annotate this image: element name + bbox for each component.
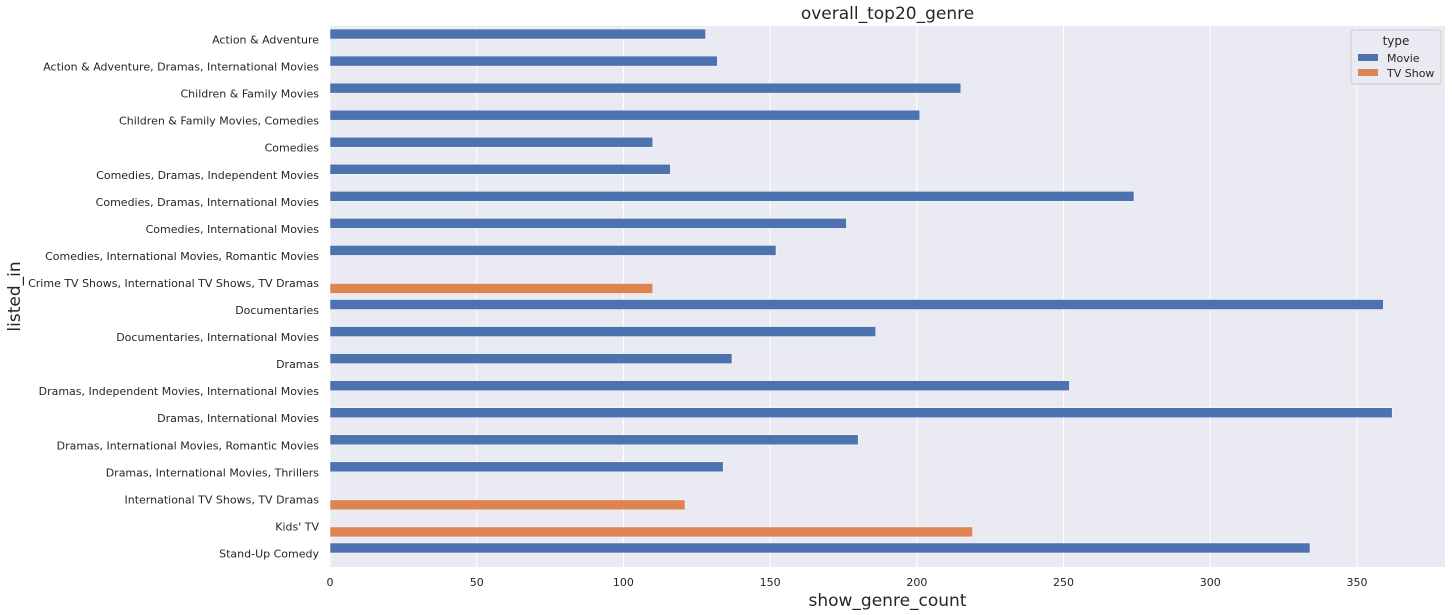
- legend-swatch-tv-show: [1358, 69, 1378, 76]
- bar-tv-show-international-tv-shows-tv-dramas: [329, 499, 686, 511]
- bar-movie-comedies-dramas-international-movies: [329, 191, 1135, 202]
- y-tick-label: Dramas, Independent Movies, Internationa…: [39, 385, 320, 398]
- bar-movie-comedies-international-movies: [329, 218, 847, 229]
- bar-movie-action-adventure: [329, 28, 706, 40]
- y-tick-label: Kids' TV: [275, 520, 319, 533]
- x-tick-label: 50: [470, 576, 484, 589]
- y-tick-label: Dramas, International Movies, Thrillers: [106, 466, 320, 479]
- bar-movie-dramas-international-movies-thrillers: [329, 461, 724, 473]
- bar-movie-action-adventure-dramas-international-movies: [329, 55, 718, 67]
- y-axis-label: listed_in: [5, 261, 25, 331]
- y-tick-label: Comedies, International Movies: [146, 223, 320, 236]
- y-tick-label: Dramas, International Movies: [157, 412, 319, 425]
- y-tick-label: Children & Family Movies, Comedies: [119, 115, 319, 128]
- bars: [329, 28, 1393, 554]
- y-tick-labels: Action & Adventure Action & Adventure, Dr…: [28, 34, 319, 561]
- bar-movie-comedies: [329, 136, 654, 148]
- bar-movie-children-family-movies: [329, 82, 962, 94]
- x-tick-label: 350: [1346, 576, 1367, 589]
- legend-label-tv-show: TV Show: [1386, 67, 1434, 80]
- bar-tv-show-kids-tv: [329, 526, 973, 538]
- x-tick-label: 200: [906, 576, 927, 589]
- legend: type Movie TV Show: [1350, 29, 1442, 85]
- legend-label-movie: Movie: [1387, 52, 1420, 65]
- x-tick-label: 150: [760, 576, 781, 589]
- bar-tv-show-crime-tv-shows-international-tv-shows-tv-dramas: [329, 283, 654, 294]
- bar-movie-dramas-independent-movies-international-movies: [329, 380, 1070, 391]
- y-tick-label: Comedies, International Movies, Romantic…: [45, 250, 319, 263]
- y-tick-label: Documentaries, International Movies: [116, 331, 319, 344]
- plot-area: [330, 26, 1445, 567]
- bar-movie-dramas-international-movies: [329, 407, 1393, 418]
- x-tick-label: 300: [1200, 576, 1221, 589]
- y-tick-label: Children & Family Movies: [180, 88, 319, 101]
- y-tick-label: Dramas, International Movies, Romantic M…: [57, 439, 320, 452]
- y-tick-label: Action & Adventure: [212, 34, 319, 47]
- chart-title: overall_top20_genre: [801, 4, 974, 24]
- y-tick-label: Dramas: [276, 358, 319, 371]
- bar-movie-children-family-movies-comedies: [329, 109, 921, 121]
- legend-title: type: [1383, 34, 1410, 48]
- bar-movie-comedies-dramas-independent-movies: [329, 164, 671, 175]
- x-axis-label: show_genre_count: [809, 591, 967, 611]
- y-tick-label: Comedies, Dramas, Independent Movies: [96, 169, 319, 182]
- bar-movie-comedies-international-movies-romantic-movies: [329, 245, 777, 256]
- y-tick-label: International TV Shows, TV Dramas: [124, 493, 319, 506]
- bar-movie-dramas: [329, 353, 733, 364]
- y-tick-label: Action & Adventure, Dramas, Internationa…: [43, 61, 319, 74]
- x-tick-label: 100: [613, 576, 634, 589]
- x-tick-label: 250: [1053, 576, 1074, 589]
- bar-movie-documentaries: [329, 299, 1384, 310]
- y-tick-label: Crime TV Shows, International TV Shows, …: [28, 277, 319, 290]
- y-tick-label: Comedies: [265, 142, 320, 155]
- y-tick-label: Documentaries: [235, 304, 319, 317]
- bar-movie-dramas-international-movies-romantic-movies: [329, 434, 859, 446]
- y-tick-label: Stand-Up Comedy: [219, 547, 319, 560]
- bar-movie-documentaries-international-movies: [329, 326, 877, 337]
- x-tick-label: 0: [327, 576, 334, 589]
- y-tick-label: Comedies, Dramas, International Movies: [96, 196, 320, 209]
- x-tick-labels: 0 50 100 150 200 250 300 350: [327, 576, 1368, 589]
- bar-movie-stand-up-comedy: [329, 542, 1311, 554]
- legend-swatch-movie: [1358, 54, 1378, 61]
